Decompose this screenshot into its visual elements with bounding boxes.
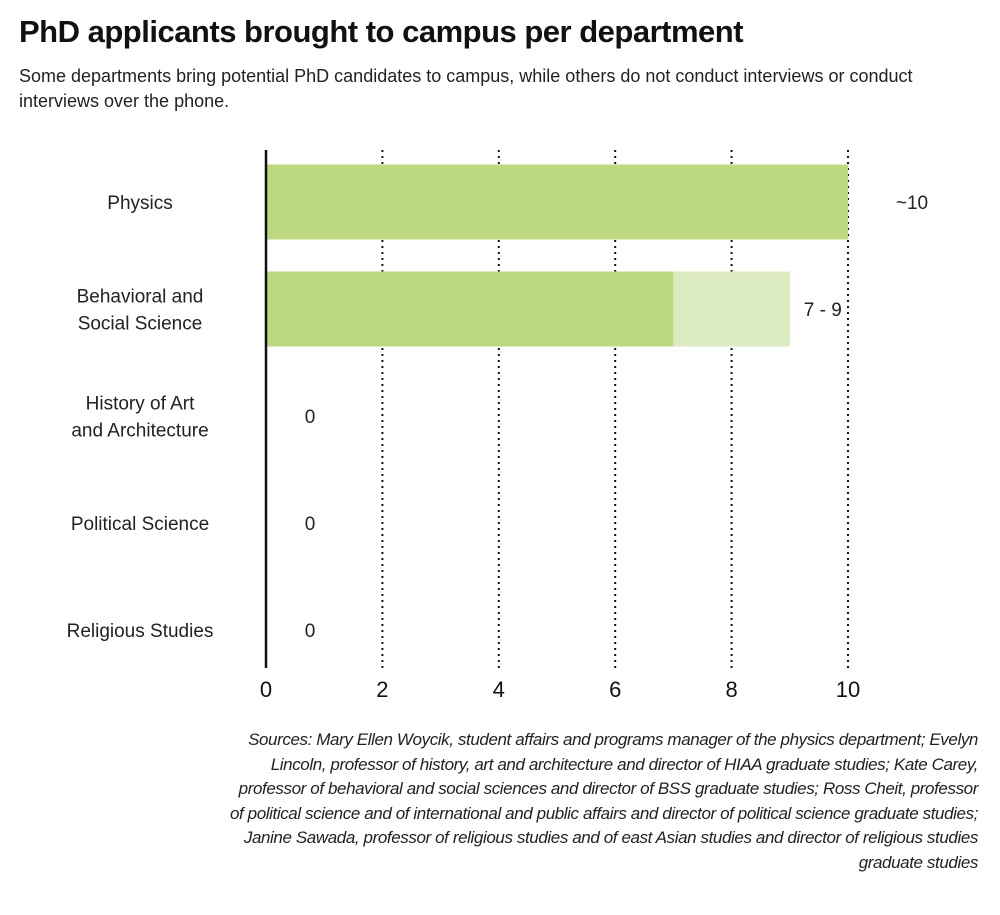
category-label: Physics (107, 193, 172, 214)
sources-line: of political science and of internationa… (229, 803, 978, 823)
bar-0 (266, 164, 848, 240)
x-tick-label: 10 (836, 677, 860, 702)
category-label: Behavioral and (77, 287, 204, 308)
data-label: 0 (305, 514, 316, 535)
data-label: 7 - 9 (804, 300, 842, 321)
bar-range-1 (673, 271, 790, 347)
x-tick-label: 6 (609, 677, 621, 702)
x-tick-label: 0 (260, 677, 272, 702)
chart-subtitle: Some departments bring potential PhD can… (19, 66, 913, 111)
sources-line: Janine Sawada, professor of religious st… (243, 828, 979, 847)
bar-chart: 0 2 4 6 8 10 Physics ~10 Behavioral and Social Sc… (67, 150, 928, 702)
sources-line: Sources: Mary Ellen Woycik, student affa… (248, 730, 978, 749)
sources-note: Sources: Mary Ellen Woycik, student affa… (18, 728, 978, 875)
data-label: 0 (305, 621, 316, 642)
x-tick-label: 4 (493, 677, 505, 702)
data-label: 0 (305, 407, 316, 428)
data-label: ~10 (896, 193, 928, 214)
category-label: Political Science (71, 514, 209, 535)
category-label: Religious Studies (67, 621, 214, 642)
sources-line: professor of behavioral and social scien… (238, 779, 979, 798)
x-tick-label: 8 (725, 677, 737, 702)
sources-line: Lincoln, professor of history, art and a… (270, 754, 979, 774)
x-tick-label: 2 (376, 677, 388, 702)
bar-1 (266, 271, 674, 347)
category-label: Social Science (78, 314, 203, 335)
category-label: and Architecture (71, 421, 208, 442)
sources-line: graduate studies (858, 852, 979, 872)
chart-title: PhD applicants brought to campus per dep… (19, 14, 744, 49)
category-label: History of Art (86, 394, 195, 415)
